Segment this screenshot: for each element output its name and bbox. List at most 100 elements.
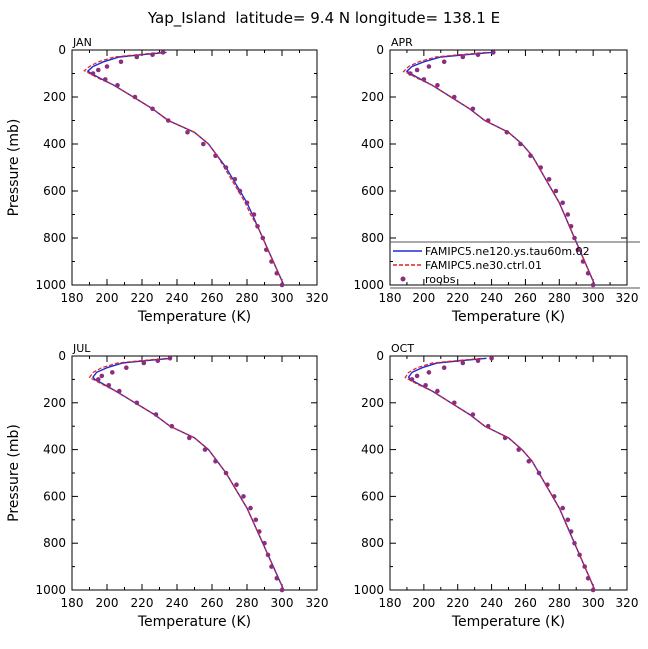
data-point: [504, 130, 510, 135]
data-point: [244, 200, 250, 206]
data-point: [475, 52, 481, 57]
data-point: [104, 64, 110, 69]
plot-frame: [389, 355, 628, 591]
plot-frame: [71, 49, 318, 286]
y-tick-label: 800: [361, 231, 384, 245]
x-tick-label: 240: [480, 291, 503, 305]
x-tick-label: 180: [379, 291, 402, 305]
x-tick-label: 320: [306, 596, 329, 610]
data-point: [585, 576, 591, 581]
data-point: [435, 388, 440, 394]
data-point: [106, 383, 112, 388]
data-point: [435, 83, 440, 88]
y-tick-label: 800: [43, 231, 66, 245]
data-point: [213, 459, 218, 464]
plot-frame: [71, 355, 318, 591]
data-point: [551, 494, 557, 499]
y-tick-label: 200: [361, 396, 384, 410]
panel-apr: APR 180 200 220 240 260 280 300 320 0 200 400 600 800…: [353, 36, 638, 325]
data-point: [565, 517, 571, 523]
data-point: [536, 470, 542, 476]
panel-title: APR: [391, 36, 413, 49]
data-point: [260, 235, 266, 241]
legend-label: roobs: [425, 273, 456, 286]
y-tick-label: 1000: [353, 278, 384, 292]
x-tick-label: 260: [514, 596, 537, 610]
data-point: [572, 235, 577, 241]
data-point: [421, 77, 427, 82]
data-point: [167, 356, 173, 361]
panel-title: JUL: [72, 342, 91, 355]
y-tick-label: 0: [58, 43, 66, 57]
data-point: [580, 259, 586, 264]
data-point: [568, 529, 574, 534]
series-roobs-points: [90, 50, 285, 288]
data-point: [460, 360, 466, 366]
x-tick-label: 180: [61, 596, 84, 610]
x-tick-label: 280: [236, 596, 259, 610]
legend: FAMIPC5.ne120.ys.tau60m.02FAMIPC5.ne30.c…: [390, 241, 640, 289]
data-point: [475, 358, 481, 364]
data-point: [248, 505, 253, 511]
data-point: [528, 153, 533, 159]
data-point: [202, 447, 208, 452]
y-tick-label: 400: [43, 137, 66, 151]
panel-title: OCT: [391, 342, 414, 355]
y-tick-label: 200: [361, 90, 384, 104]
x-tick-label: 240: [166, 291, 189, 305]
x-tick-label: 180: [61, 291, 84, 305]
data-point: [518, 141, 523, 147]
data-point: [117, 388, 122, 394]
data-point: [150, 106, 155, 112]
data-point: [153, 412, 159, 417]
figure-title: Yap_Island latitude= 9.4 N longitude= 13…: [147, 9, 500, 28]
data-point: [414, 67, 420, 73]
panel-jul: JUL 180 200 220 240 260 280 300 320 0 200 400 600 800…: [6, 342, 328, 630]
data-point: [155, 358, 161, 364]
data-point: [274, 576, 280, 581]
data-point: [279, 587, 285, 593]
data-point: [150, 52, 155, 57]
panel-oct: OCT 180 200 220 240 260 280 300 320 0 200 400 600 800…: [353, 342, 638, 630]
data-point: [572, 540, 577, 546]
x-tick-label: 180: [379, 596, 402, 610]
y-tick-label: 0: [376, 43, 384, 57]
data-point: [577, 552, 582, 558]
x-tick-label: 280: [548, 596, 571, 610]
data-point: [441, 59, 447, 65]
panel-title: JAN: [72, 36, 92, 49]
data-point: [538, 165, 543, 170]
x-tick-label: 220: [131, 596, 154, 610]
y-tick-label: 800: [361, 536, 384, 550]
data-point: [408, 71, 413, 76]
x-axis-label: Temperature (K): [137, 614, 251, 630]
data-point: [166, 118, 171, 123]
y-tick-label: 1000: [353, 583, 384, 597]
series-line-ne30: [88, 357, 285, 591]
data-point: [237, 188, 243, 194]
y-tick-label: 600: [43, 184, 66, 198]
data-point: [265, 552, 271, 558]
data-point: [516, 447, 521, 452]
data-point: [526, 459, 532, 464]
x-tick-label: 200: [96, 596, 119, 610]
x-axis-label: Temperature (K): [137, 309, 251, 325]
x-tick-label: 240: [166, 596, 189, 610]
y-tick-label: 600: [361, 489, 384, 503]
data-point: [262, 540, 267, 546]
series-roobs-points: [96, 356, 285, 593]
data-point: [232, 177, 238, 182]
data-point: [223, 165, 229, 170]
data-point: [103, 77, 108, 82]
data-point: [585, 271, 591, 276]
x-tick-label: 200: [412, 291, 435, 305]
x-tick-label: 300: [582, 291, 605, 305]
panels: JAN 180 200 220 240 260 280 300 320 0 200 400 600 800…: [6, 36, 638, 630]
data-point: [269, 564, 274, 569]
x-tick-label: 320: [616, 291, 639, 305]
y-tick-label: 200: [43, 396, 66, 410]
data-point: [582, 564, 587, 569]
data-point: [426, 370, 432, 375]
y-axis-label: Pressure (mb): [6, 424, 22, 522]
